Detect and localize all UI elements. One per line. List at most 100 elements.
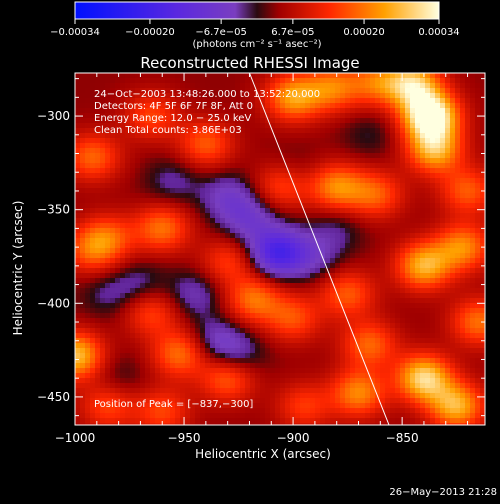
heatmap-cell — [120, 293, 126, 299]
heatmap-cell — [110, 368, 116, 374]
heatmap-cell — [450, 283, 456, 289]
heatmap-cell — [185, 298, 191, 304]
heatmap-cell — [185, 218, 191, 224]
heatmap-cell — [110, 218, 116, 224]
heatmap-cell — [240, 78, 246, 84]
heatmap-cell — [295, 173, 301, 179]
heatmap-cell — [375, 113, 381, 119]
heatmap-cell — [355, 193, 361, 199]
heatmap-cell — [120, 283, 126, 289]
heatmap-cell — [155, 223, 161, 229]
heatmap-cell — [230, 293, 236, 299]
heatmap-cell — [210, 293, 216, 299]
heatmap-cell — [470, 228, 476, 234]
heatmap-cell — [250, 288, 256, 294]
heatmap-cell — [450, 133, 456, 139]
heatmap-cell — [95, 298, 101, 304]
heatmap-cell — [410, 183, 416, 189]
heatmap-cell — [410, 113, 416, 119]
heatmap-cell — [345, 143, 351, 149]
heatmap-cell — [305, 368, 311, 374]
heatmap-cell — [385, 268, 391, 274]
heatmap-cell — [135, 308, 141, 314]
heatmap-cell — [305, 138, 311, 144]
heatmap-cell — [440, 238, 446, 244]
heatmap-cell — [410, 243, 416, 249]
heatmap-cell — [305, 263, 311, 269]
heatmap-cell — [335, 133, 341, 139]
heatmap-cell — [155, 253, 161, 259]
heatmap-cell — [445, 303, 451, 309]
heatmap-cell — [140, 203, 146, 209]
heatmap-cell — [90, 168, 96, 174]
heatmap-cell — [380, 158, 386, 164]
heatmap-cell — [460, 293, 466, 299]
heatmap-cell — [105, 318, 111, 324]
heatmap-cell — [455, 123, 461, 129]
heatmap-cell — [110, 233, 116, 239]
heatmap-cell — [365, 323, 371, 329]
heatmap-cell — [195, 173, 201, 179]
heatmap-cell — [290, 318, 296, 324]
heatmap-cell — [315, 318, 321, 324]
heatmap-cell — [300, 178, 306, 184]
heatmap-cell — [160, 188, 166, 194]
heatmap-cell — [105, 253, 111, 259]
heatmap-cell — [310, 253, 316, 259]
heatmap-cell — [345, 78, 351, 84]
heatmap-cell — [305, 343, 311, 349]
heatmap-cell — [475, 223, 481, 229]
heatmap-cell — [125, 233, 131, 239]
heatmap-cell — [80, 223, 86, 229]
heatmap-cell — [440, 248, 446, 254]
heatmap-cell — [335, 223, 341, 229]
heatmap-cell — [315, 268, 321, 274]
heatmap-cell — [435, 273, 441, 279]
heatmap-cell — [450, 153, 456, 159]
heatmap-cell — [435, 233, 441, 239]
heatmap-cell — [220, 288, 226, 294]
heatmap-cell — [165, 373, 171, 379]
heatmap-cell — [440, 138, 446, 144]
heatmap-cell — [145, 278, 151, 284]
heatmap-cell — [160, 298, 166, 304]
heatmap-cell — [475, 163, 481, 169]
heatmap-cell — [475, 198, 481, 204]
colorbar-tick-label: −6.7e−05 — [195, 27, 247, 38]
heatmap-cell — [150, 213, 156, 219]
heatmap-cell — [215, 188, 221, 194]
heatmap-cell — [125, 78, 131, 84]
heatmap-cell — [205, 283, 211, 289]
heatmap-cell — [375, 93, 381, 99]
heatmap-cell — [140, 268, 146, 274]
heatmap-cell — [405, 173, 411, 179]
heatmap-cell — [140, 273, 146, 279]
heatmap-cell — [280, 278, 286, 284]
heatmap-cell — [370, 373, 376, 379]
heatmap-cell — [330, 353, 336, 359]
heatmap-cell — [460, 188, 466, 194]
heatmap-cell — [100, 233, 106, 239]
heatmap-cell — [140, 278, 146, 284]
heatmap-cell — [120, 308, 126, 314]
heatmap-cell — [140, 158, 146, 164]
heatmap-cell — [190, 198, 196, 204]
heatmap-cell — [115, 173, 121, 179]
heatmap-cell — [255, 253, 261, 259]
heatmap-cell — [255, 368, 261, 374]
heatmap-cell — [320, 338, 326, 344]
heatmap-cell — [465, 128, 471, 134]
heatmap-cell — [405, 193, 411, 199]
heatmap-cell — [255, 248, 261, 254]
heatmap-cell — [300, 353, 306, 359]
heatmap-cell — [465, 303, 471, 309]
heatmap-cell — [355, 183, 361, 189]
heatmap-cell — [440, 268, 446, 274]
heatmap-cell — [465, 213, 471, 219]
heatmap-cell — [335, 123, 341, 129]
heatmap-cell — [155, 268, 161, 274]
heatmap-cell — [170, 308, 176, 314]
heatmap-cell — [355, 128, 361, 134]
heatmap-cell — [175, 203, 181, 209]
heatmap-cell — [220, 83, 226, 89]
